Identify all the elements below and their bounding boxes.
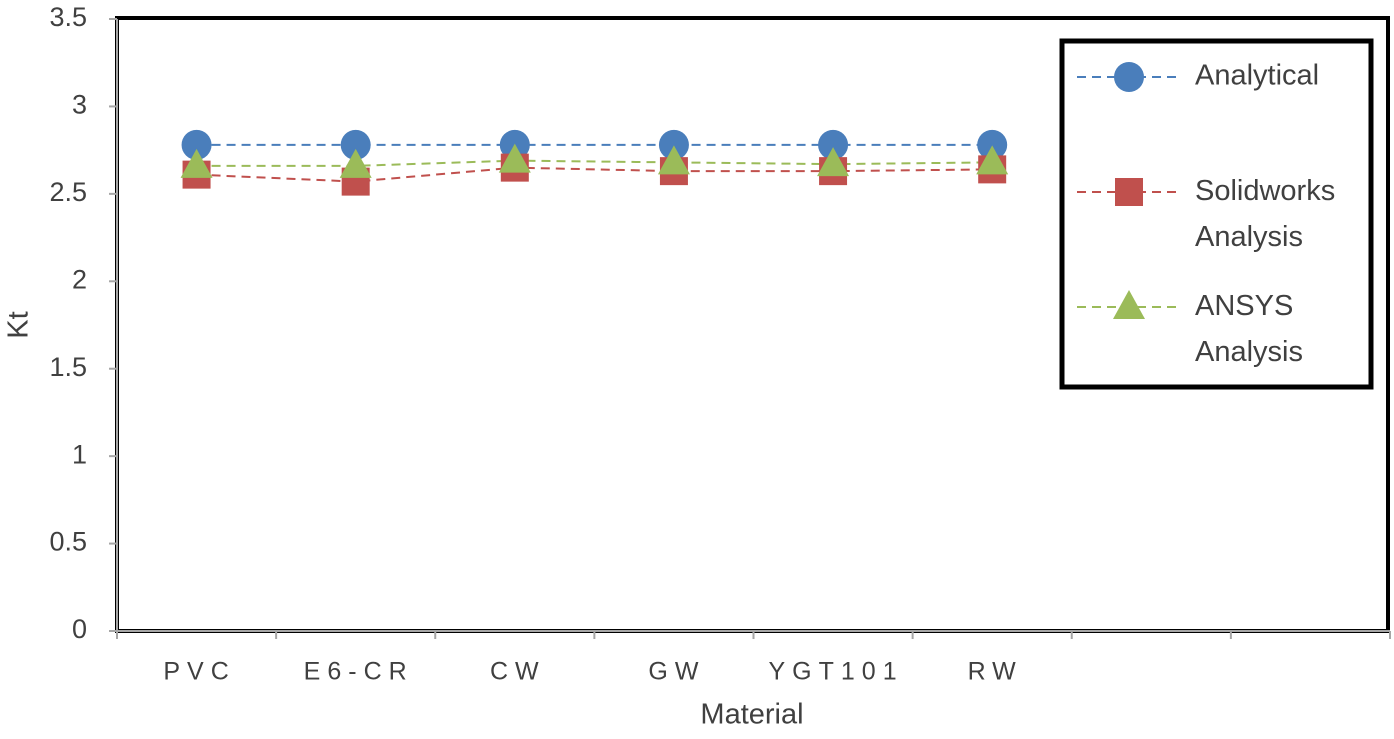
legend-label: Analytical: [1195, 60, 1319, 92]
marker: [817, 147, 850, 177]
marker: [1114, 62, 1144, 92]
legend-label: ANSYS Analysis: [1195, 290, 1303, 368]
y-tick-label: 0: [72, 614, 87, 644]
marker: [339, 148, 372, 178]
series-line: [196, 166, 993, 183]
y-tick-label: 0.5: [49, 527, 87, 557]
x-tick-label: GW: [648, 658, 705, 686]
marker: [1113, 290, 1145, 319]
marker: [818, 129, 849, 160]
y-tick-label: 3.5: [49, 2, 87, 32]
y-tick-label: 2: [72, 264, 87, 294]
y-tick-label: 1.5: [49, 352, 87, 382]
marker: [498, 143, 531, 173]
marker: [977, 129, 1008, 160]
y-tick-label: 1: [72, 439, 87, 469]
x-axis-title: Material: [700, 699, 803, 731]
legend-label: Solidworks Analysis: [1195, 175, 1335, 253]
marker: [180, 148, 213, 178]
x-tick-label: PVC: [163, 658, 235, 686]
marker: [976, 145, 1009, 175]
y-axis-title: Kt: [3, 311, 35, 338]
series-line: [196, 159, 993, 167]
marker: [340, 129, 371, 160]
marker: [657, 145, 690, 175]
marker: [658, 129, 689, 160]
x-tick-label: E6-CR: [304, 658, 414, 686]
marker: [1115, 178, 1143, 206]
x-tick-label: YGT101: [769, 658, 904, 686]
x-tick-label: RW: [968, 658, 1023, 686]
y-tick-label: 3: [72, 90, 87, 120]
x-tick-label: CW: [490, 658, 546, 686]
y-tick-label: 2.5: [49, 177, 87, 207]
marker: [181, 129, 212, 160]
legend-box: [1059, 38, 1374, 390]
